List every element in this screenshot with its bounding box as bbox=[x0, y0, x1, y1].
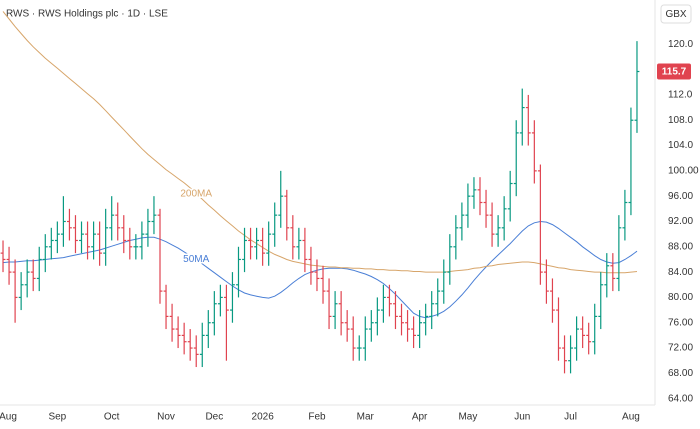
y-tick-label: 100.00 bbox=[668, 166, 699, 177]
x-tick-label: Feb bbox=[308, 412, 326, 423]
y-tick-label: 92.00 bbox=[668, 216, 693, 227]
last-price-label: 115.7 bbox=[662, 67, 687, 78]
y-tick-label: 72.00 bbox=[668, 343, 693, 354]
x-tick-label: Aug bbox=[0, 412, 17, 423]
x-tick-label: Apr bbox=[412, 412, 428, 423]
last-price-box bbox=[657, 63, 691, 80]
x-tick-label: May bbox=[458, 412, 477, 423]
x-tick-label: Mar bbox=[357, 412, 375, 423]
y-tick-label: 76.00 bbox=[668, 317, 693, 328]
x-tick-label: 2026 bbox=[252, 412, 275, 423]
x-tick-label: Jul bbox=[564, 412, 577, 423]
y-tick-label: 80.00 bbox=[668, 292, 693, 303]
currency[interactable]: GBX bbox=[665, 9, 686, 20]
y-tick-label: 104.0 bbox=[668, 140, 693, 151]
x-tick-label: Jun bbox=[514, 412, 530, 423]
ma-label: 200MA bbox=[180, 188, 212, 199]
y-tick-label: 68.00 bbox=[668, 368, 693, 379]
y-tick-label: 96.00 bbox=[668, 191, 693, 202]
currency-box[interactable] bbox=[660, 4, 692, 24]
ma-label: 50MA bbox=[183, 254, 209, 265]
y-tick-label: 112.0 bbox=[668, 90, 693, 101]
y-tick-label: 88.00 bbox=[668, 241, 693, 252]
y-tick-label: 120.0 bbox=[668, 39, 693, 50]
x-tick-label: Oct bbox=[104, 412, 120, 423]
x-tick-label: Sep bbox=[48, 412, 66, 423]
moving-average-line bbox=[2, 11, 638, 274]
x-tick-label: Nov bbox=[157, 412, 175, 423]
y-tick-label: 64.00 bbox=[668, 393, 693, 404]
y-tick-label: 84.00 bbox=[668, 267, 693, 278]
y-tick-label: 108.0 bbox=[668, 115, 693, 126]
moving-average-line bbox=[2, 220, 638, 319]
x-tick-label: Aug bbox=[622, 412, 640, 423]
chart-title: RWS · RWS Holdings plc · 1D · LSE bbox=[6, 9, 168, 20]
x-tick-label: Dec bbox=[205, 412, 223, 423]
